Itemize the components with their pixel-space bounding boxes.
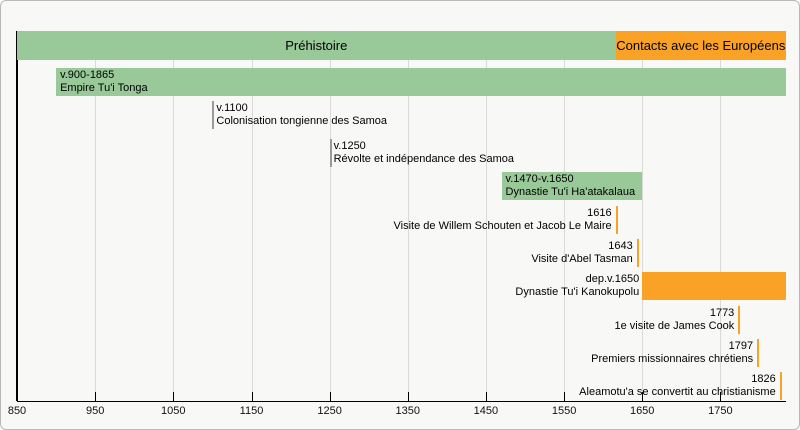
event-label-1100: v.1100 Colonisation tongienne des Samoa [216,102,387,128]
era-date: v.900-1865 [60,69,115,81]
gridline-1250 [329,31,331,401]
gridline-1550 [564,31,566,401]
era-date: dep.v.1650 [585,273,640,285]
event-marker-1643 [636,239,639,267]
x-axis-label-950: 950 [86,405,105,417]
event-label-1797: 1797 Premiers missionnaires chrétiens [591,340,753,366]
era-bar-2 [642,272,786,300]
event-date: v.1250 [333,140,366,152]
event-date: 1773 [709,307,735,319]
era-label-2: dep.v.1650 Dynastie Tu'i Kanokupolu [515,273,639,299]
event-label-1643: 1643 Visite d'Abel Tasman [531,240,632,266]
event-marker-1100 [212,101,215,129]
event-date: 1616 [587,207,612,219]
x-axis-label-1350: 1350 [395,405,421,417]
event-label-1773: 1773 1e visite de James Cook [614,307,734,333]
era-label-1: v.1470-v.1650 Dynastie Tu'i Ha'atakalaua [506,173,636,199]
event-marker-1797 [757,339,760,367]
event-marker-1616 [615,206,618,234]
x-axis-tick-1050 [173,392,175,401]
x-axis-tick-1650 [642,392,644,401]
x-axis-tick-950 [95,392,97,401]
x-axis-tick-1450 [485,392,487,401]
event-marker-1826 [779,372,782,400]
event-label-1616: 1616 Visite de Willem Schouten et Jacob L… [394,207,612,233]
x-axis-label-850: 850 [7,405,27,417]
event-label-1250: v.1250 Révolte et indépendance des Samoa [334,140,514,166]
event-title: Aleamotu'a se convertit au christianisme [579,386,776,398]
x-axis-label-1450: 1450 [473,405,499,417]
period-bar-1: Contacts avec les Européens [615,31,786,60]
era-date: v.1470-v.1650 [505,173,574,185]
event-date: 1797 [728,340,754,352]
gridline-1350 [407,31,409,401]
era-title: Dynastie Tu'i Kanokupolu [515,286,640,298]
event-date: 1826 [751,373,776,385]
event-title: Révolte et indépendance des Samoa [333,153,514,165]
era-bar-1 [501,172,643,200]
x-axis-label-1150: 1150 [239,405,264,417]
event-title: Visite d'Abel Tasman [531,253,633,265]
event-marker-1773 [738,306,741,334]
x-axis-tick-1350 [407,392,409,401]
period-bar-0: Préhistoire [17,31,616,60]
x-axis-line [17,401,786,402]
era-label-0: v.900-1865 Empire Tu'i Tonga [60,69,148,95]
gridline-1150 [251,31,253,401]
x-axis-label-1550: 1550 [551,405,577,417]
x-axis-tick-850 [17,392,18,401]
x-axis-tick-1150 [251,392,253,401]
axis-start-line [16,31,18,401]
event-title: Visite de Willem Schouten et Jacob Le Ma… [393,220,612,232]
x-axis-tick-1550 [564,392,566,401]
x-axis-label-1750: 1750 [708,405,733,417]
era-title: Empire Tu'i Tonga [60,82,148,94]
gridline-950 [95,31,97,401]
x-axis-label-1250: 1250 [317,405,342,417]
era-bar-0 [56,68,786,96]
gridline-1450 [485,31,487,401]
x-axis-tick-1250 [329,392,331,401]
event-title: Premiers missionnaires chrétiens [591,353,754,365]
x-axis-label-1050: 1050 [161,405,186,417]
event-label-1826: 1826 Aleamotu'a se convertit au christian… [579,373,776,399]
x-axis-tick-1750 [720,392,722,401]
event-marker-1250 [329,139,332,167]
event-date: 1643 [608,240,633,252]
x-axis-label-1650: 1650 [629,405,655,417]
era-title: Dynastie Tu'i Ha'atakalaua [505,186,636,198]
gridline-1750 [720,31,722,401]
event-date: v.1100 [216,102,248,114]
event-title: Colonisation tongienne des Samoa [216,115,388,127]
gridline-1650 [642,31,644,401]
gridline-1050 [173,31,175,401]
event-title: 1e visite de James Cook [614,320,735,332]
